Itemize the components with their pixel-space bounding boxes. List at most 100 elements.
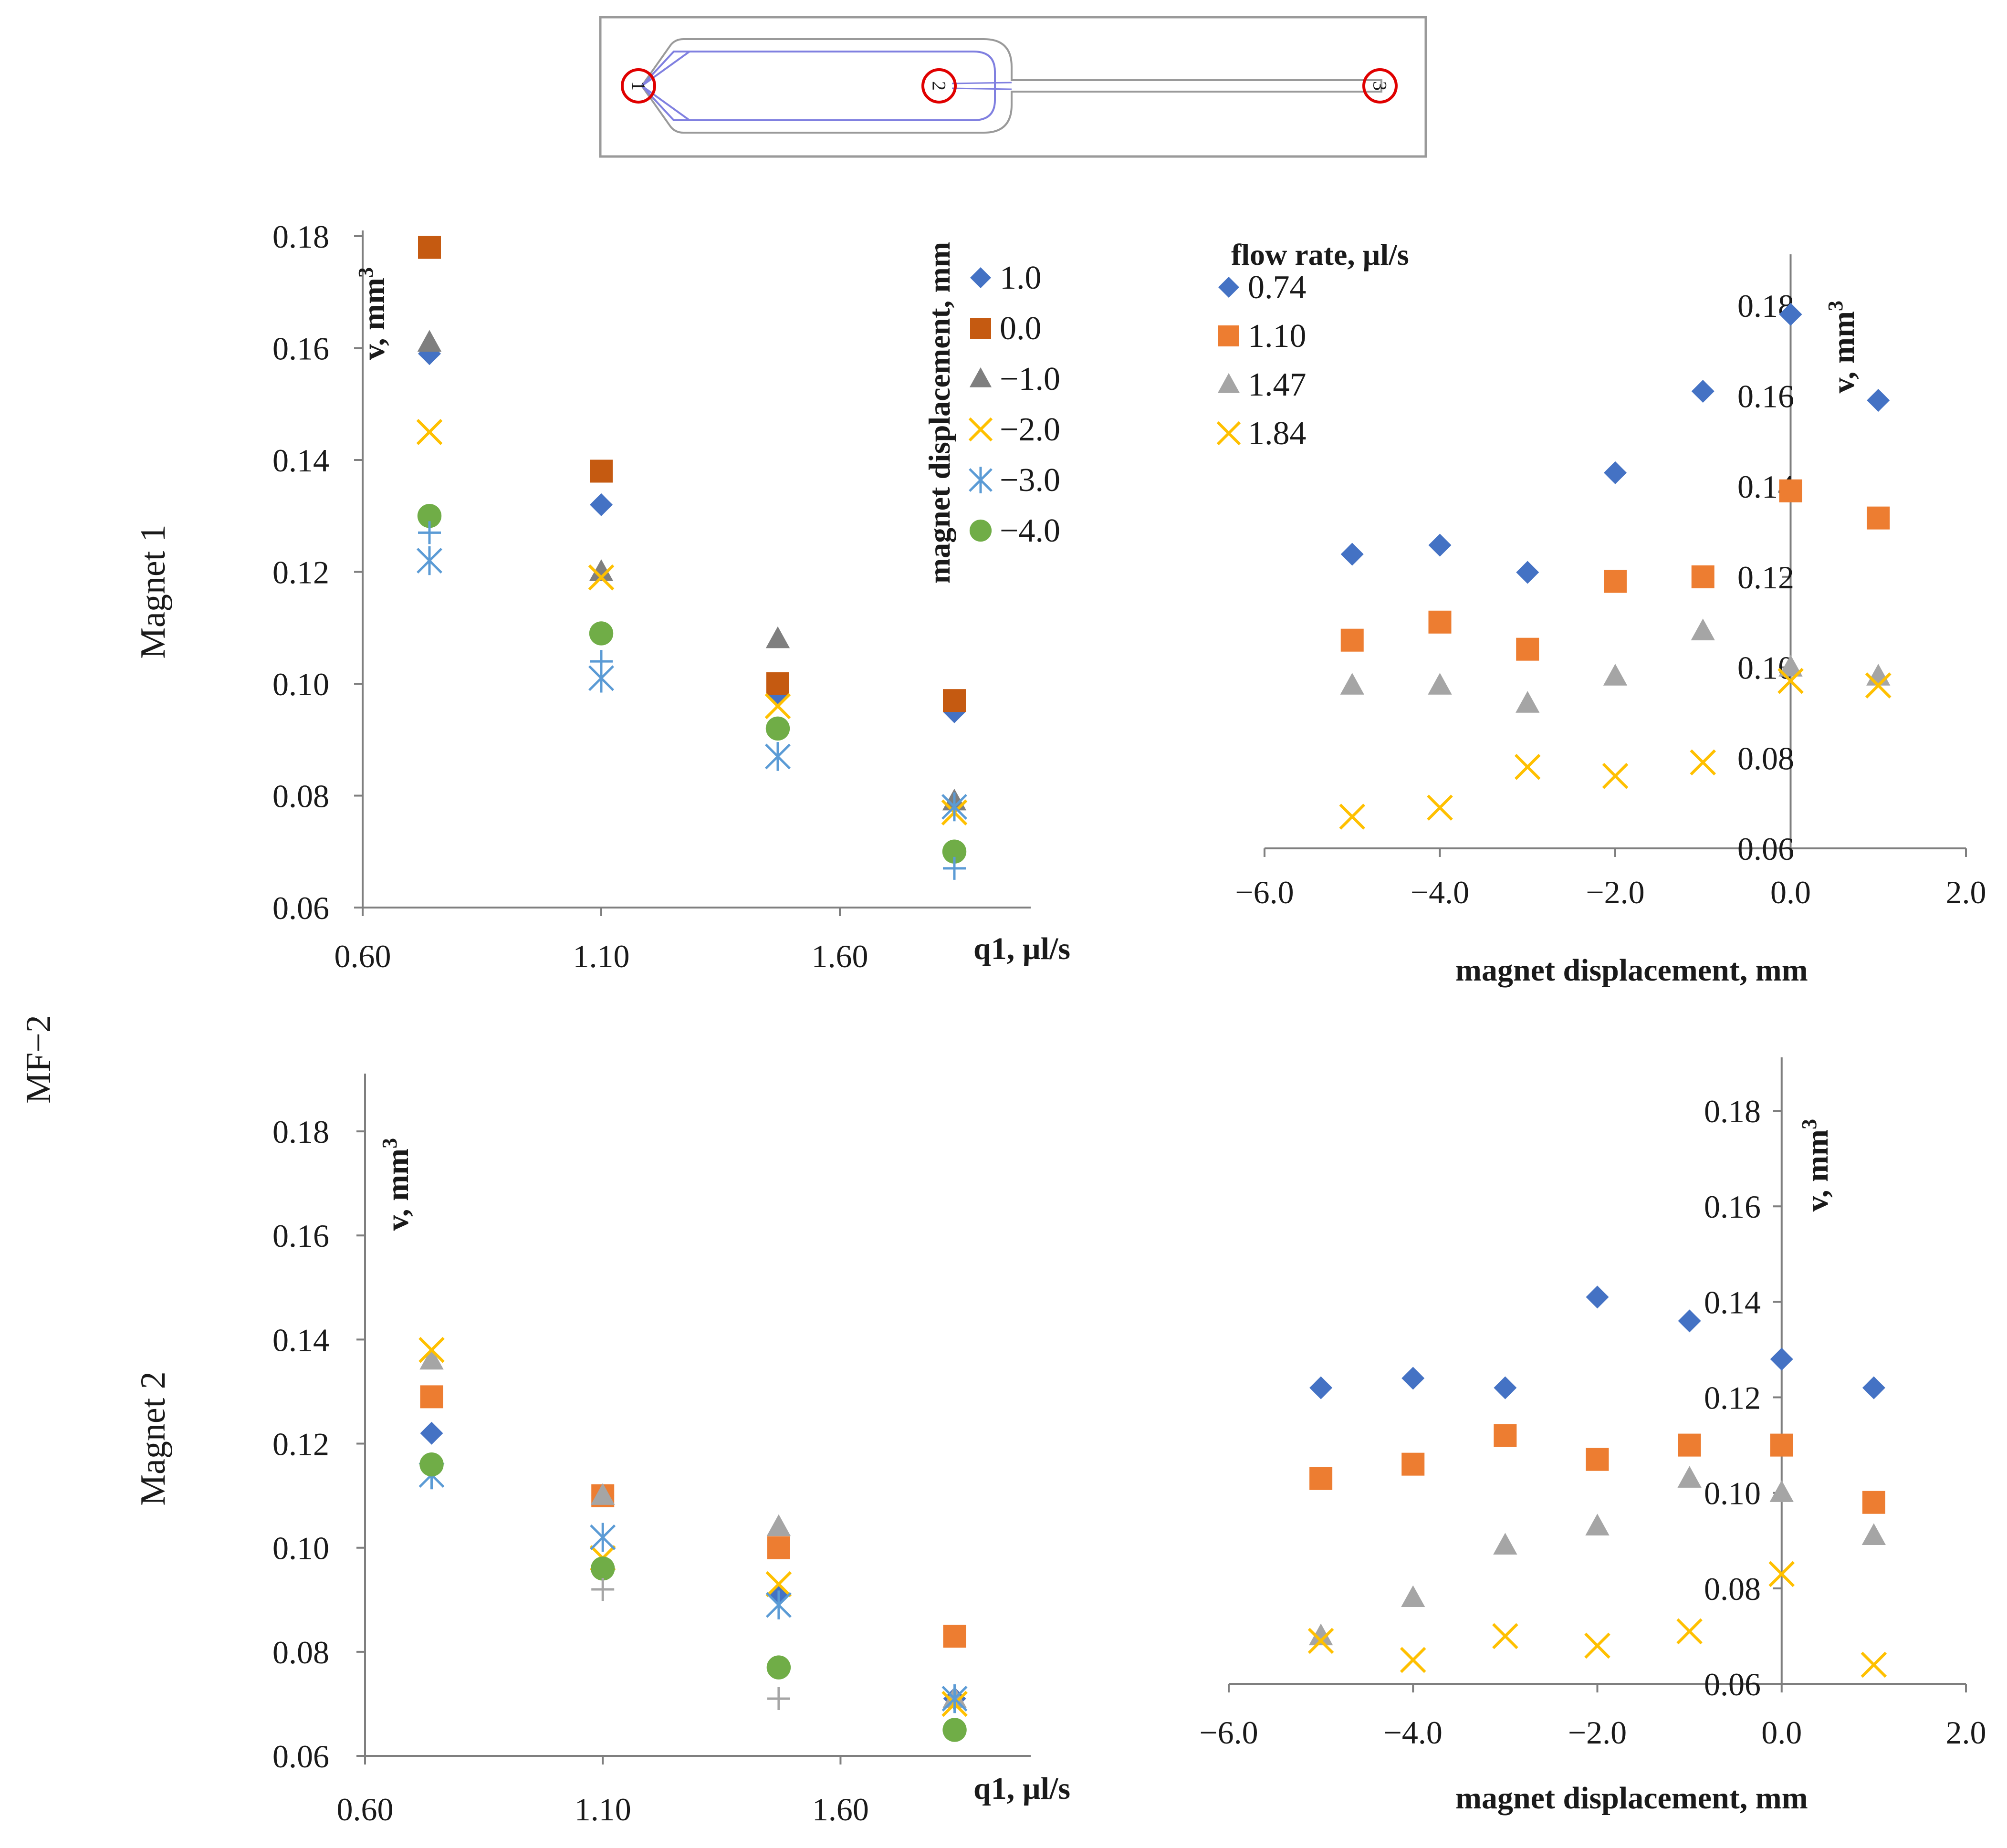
data-point-square <box>1401 1452 1425 1476</box>
x-tick-label: 0.60 <box>334 938 391 974</box>
data-point-x <box>418 1336 445 1363</box>
chart-magnet2-displacement: −6.0 −4.0 −2.0 0.0 2.0 0.06 0.08 0.10 0.12 0.14 0.… <box>1199 1057 1986 1816</box>
x-tick-label: 1.60 <box>812 1791 869 1827</box>
legend-marker-diamond <box>970 267 991 288</box>
data-point-triangle <box>766 1514 791 1536</box>
y-axis-label-superscript: 3 <box>354 267 377 278</box>
data-point-diamond <box>1770 1347 1793 1371</box>
x-axis-label: magnet displacement, mm <box>1455 953 1808 988</box>
data-point-square <box>1309 1467 1333 1490</box>
data-point-star <box>941 1684 968 1713</box>
y-tick-label: 0.16 <box>1737 378 1794 415</box>
data-point-x <box>1307 1628 1334 1654</box>
legend-displacement-label-1: 0.0 <box>1000 310 1042 347</box>
row-label-magnet-2: Magnet 2 <box>134 1371 173 1506</box>
data-point-x <box>1602 762 1629 789</box>
y-tick-label: 0.06 <box>1704 1666 1761 1702</box>
data-point-diamond <box>1779 303 1802 326</box>
y-tick-label: 0.18 <box>272 1114 329 1150</box>
data-point-triangle <box>589 559 614 581</box>
y-tick-label: 0.12 <box>272 1426 329 1462</box>
data-point-triangle <box>1778 655 1803 677</box>
data-point-square <box>1586 1448 1609 1471</box>
data-point-triangle <box>1428 673 1452 695</box>
data-point-square <box>767 1536 790 1559</box>
data-point-diamond <box>1401 1367 1425 1390</box>
chip-junction <box>951 82 1012 90</box>
legend-marker-x <box>1216 421 1241 446</box>
data-point-x <box>1690 749 1716 776</box>
data-point-triangle <box>1861 1523 1886 1545</box>
data-point-plus <box>943 856 966 880</box>
data-point-x <box>1339 804 1366 830</box>
port-1-label: 1 <box>628 81 649 91</box>
y-tick-label: 0.10 <box>272 1530 329 1566</box>
data-point-square <box>1678 1433 1701 1457</box>
data-point-x <box>1861 1651 1887 1678</box>
data-point-triangle <box>765 626 790 648</box>
y-tick-label: 0.18 <box>272 219 329 255</box>
data-point-x <box>1768 1561 1795 1587</box>
y-tick-label: 0.16 <box>272 1218 329 1254</box>
legend-displacement-title: magnet displacement, mm <box>922 242 956 584</box>
x-tick-label: 1.10 <box>573 938 630 974</box>
data-point-square <box>1428 610 1452 634</box>
y-axis-label-superscript: 3 <box>1824 301 1847 311</box>
data-point-x <box>1584 1632 1610 1659</box>
data-point-diamond <box>420 1421 443 1445</box>
y-tick-label: 0.06 <box>272 890 329 926</box>
data-point-circle <box>942 1718 967 1742</box>
x-axis-label: magnet displacement, mm <box>1455 1781 1808 1816</box>
data-point-square <box>418 236 441 259</box>
y-axis-label-superscript: 3 <box>1798 1119 1821 1129</box>
chip-outline <box>599 16 1427 158</box>
data-point-square <box>943 1625 966 1648</box>
x-axis-label: q1, µl/s <box>973 1771 1070 1806</box>
chart-magnet2-flowrate: 0.60 1.10 1.60 0.06 0.08 0.10 0.12 0.14 0.16 0.18… <box>272 1074 1070 1827</box>
legend-marker-star <box>969 467 993 493</box>
x-tick-label: −2.0 <box>1586 874 1644 910</box>
legend-displacement-label-3: −2.0 <box>1000 411 1060 448</box>
data-point-square <box>1862 1491 1885 1514</box>
legend-flow-label-2: 1.47 <box>1248 366 1307 403</box>
x-tick-label: 1.10 <box>575 1791 631 1827</box>
chart-magnet1-displacement: −6.0 −4.0 −2.0 0.0 2.00.060.080.100.120.140.… <box>1235 254 1986 988</box>
legend-flow-rate: flow rate, µl/s 0.74 1.10 1.47 1.84 <box>1216 238 1409 452</box>
y-axis-label: v, mm3 <box>1798 1119 1835 1211</box>
data-point-square <box>1494 1424 1517 1447</box>
chip-diagram: 1 2 3 <box>599 16 1427 158</box>
data-point-circle <box>417 504 442 528</box>
data-point-star <box>765 1590 792 1619</box>
y-tick-label: 0.12 <box>1704 1380 1761 1416</box>
x-axis-label: q1, µl/s <box>973 931 1070 966</box>
x-tick-label: 2.0 <box>1946 874 1986 910</box>
data-point-triangle <box>1866 664 1891 686</box>
x-tick-label: −4.0 <box>1384 1714 1443 1751</box>
port-3-marker <box>1362 68 1398 104</box>
data-point-triangle <box>1677 1466 1702 1488</box>
y-tick-label: 0.16 <box>272 331 329 367</box>
y-tick-label: 0.08 <box>1704 1571 1761 1607</box>
data-point-circle <box>765 716 790 741</box>
y-tick-label: 0.08 <box>272 778 329 814</box>
data-point-triangle <box>1308 1623 1333 1646</box>
x-tick-label: −6.0 <box>1199 1714 1258 1751</box>
data-point-x <box>1400 1647 1426 1673</box>
data-point-plus <box>767 1687 790 1711</box>
y-axis-label: v, mm3 <box>354 267 391 360</box>
data-point-diamond <box>1340 543 1364 566</box>
y-tick-label: 0.10 <box>1704 1475 1761 1512</box>
legend-marker-triangle <box>1217 373 1240 393</box>
legend-displacement-label-0: 1.0 <box>1000 260 1042 296</box>
y-tick-label: 0.14 <box>272 1322 329 1358</box>
legend-flow-label-3: 1.84 <box>1248 415 1307 452</box>
legend-marker-square <box>1218 325 1239 346</box>
y-tick-label: 0.12 <box>1737 559 1794 595</box>
data-point-x <box>1865 672 1892 699</box>
data-point-circle <box>589 621 614 646</box>
data-point-diamond <box>1428 533 1452 557</box>
y-tick-label: 0.08 <box>1737 740 1794 776</box>
chart-magnet1-flowrate: 0.60 1.10 1.60 0.06 0.08 0.10 0.12 0.14 0.16 0.18… <box>272 219 1070 974</box>
x-tick-label: 0.0 <box>1770 874 1811 910</box>
data-point-square <box>943 689 966 712</box>
